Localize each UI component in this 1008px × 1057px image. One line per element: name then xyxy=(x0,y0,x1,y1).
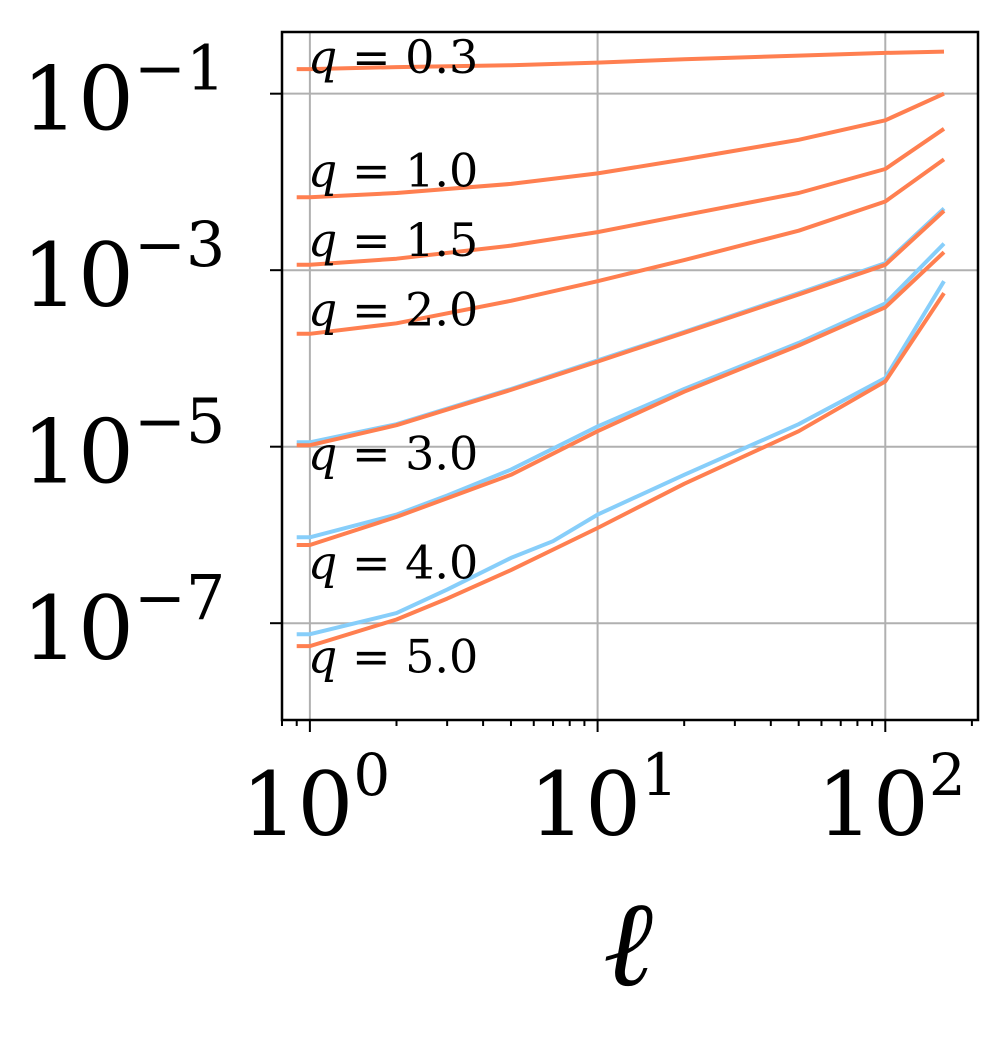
q-annotation-variable: q xyxy=(308,426,337,480)
y-tick-exponent: −1 xyxy=(134,32,225,105)
q-annotation-variable: q xyxy=(308,282,337,336)
series-line-blue-8 xyxy=(296,280,946,637)
q-annotation: q = 1.0 xyxy=(308,143,478,197)
q-annotation-variable: q xyxy=(308,629,337,683)
y-tick-exponent: −5 xyxy=(134,385,225,458)
series-layer xyxy=(296,49,946,649)
series-line-orange-7 xyxy=(296,250,946,547)
x-tick-base: 10 xyxy=(529,753,641,856)
y-tick-label: 10−5 xyxy=(22,385,225,504)
x-tick-base: 10 xyxy=(817,753,929,856)
q-annotation-value: = 0.3 xyxy=(337,30,478,84)
series-line-orange-1 xyxy=(296,91,945,200)
y-tick-label: 10−3 xyxy=(22,208,225,327)
q-annotation-variable: q xyxy=(308,213,337,267)
q-annotation: q = 2.0 xyxy=(308,282,478,336)
x-tick-label: 101 xyxy=(529,741,678,856)
q-annotation-value: = 4.0 xyxy=(337,535,478,589)
x-tick-label: 100 xyxy=(241,741,390,856)
y-tick-base: 10 xyxy=(22,401,134,504)
q-annotation-value: = 3.0 xyxy=(337,426,478,480)
x-tick-exponent: 0 xyxy=(353,741,390,809)
series-line-orange-2 xyxy=(296,127,946,267)
series-line-orange-3 xyxy=(296,157,946,336)
x-tick-label: 102 xyxy=(817,741,966,856)
x-tick-exponent: 1 xyxy=(641,741,678,809)
x-tick-exponent: 2 xyxy=(929,741,966,809)
q-annotation-variable: q xyxy=(308,535,337,589)
q-annotation-variable: q xyxy=(308,30,337,84)
y-tick-label: 10−1 xyxy=(22,32,225,151)
x-tick-base: 10 xyxy=(241,753,353,856)
series-line-orange-5 xyxy=(296,209,946,448)
plot-frame xyxy=(280,30,980,722)
y-tick-label: 10−7 xyxy=(22,561,225,680)
y-tick-base: 10 xyxy=(22,48,134,151)
q-annotation-value: = 2.0 xyxy=(337,282,478,336)
annotation-layer: q = 0.3q = 1.0q = 1.5q = 2.0q = 3.0q = 4… xyxy=(308,30,478,683)
y-tick-base: 10 xyxy=(22,577,134,680)
q-annotation: q = 3.0 xyxy=(308,426,478,480)
q-annotation-variable: q xyxy=(308,143,337,197)
series-line-orange-9 xyxy=(296,291,946,649)
q-annotation: q = 0.3 xyxy=(308,30,478,84)
y-tick-exponent: −7 xyxy=(134,561,225,634)
q-annotation-value: = 5.0 xyxy=(337,629,478,683)
y-tick-exponent: −3 xyxy=(134,208,225,281)
y-tick-base: 10 xyxy=(22,224,134,327)
q-annotation: q = 5.0 xyxy=(308,629,478,683)
q-annotation: q = 4.0 xyxy=(308,535,478,589)
x-axis-title: ℓ xyxy=(603,875,653,1014)
series-line-orange-0 xyxy=(296,49,945,72)
q-annotation: q = 1.5 xyxy=(308,213,478,267)
tick-marks xyxy=(270,92,973,732)
q-annotation-value: = 1.0 xyxy=(337,143,478,197)
series-line-blue-6 xyxy=(296,242,946,540)
q-annotation-value: = 1.5 xyxy=(337,213,478,267)
